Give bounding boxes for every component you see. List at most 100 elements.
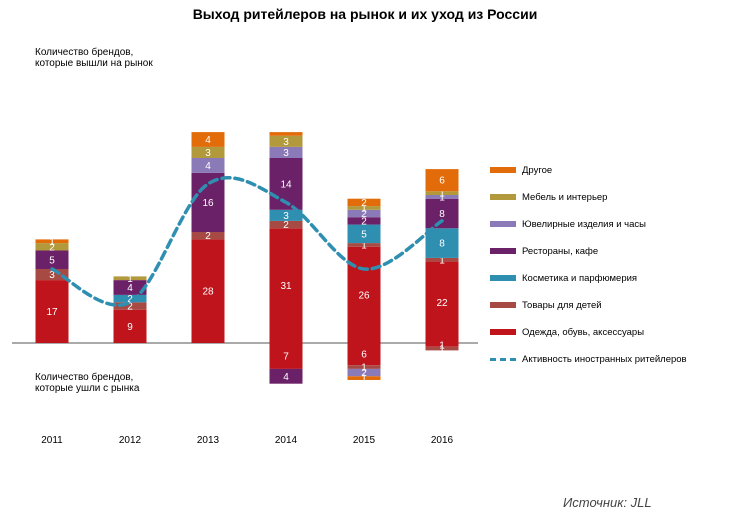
bar-2015-series-6 [347, 198, 381, 207]
neg-bar-label-6: 1 [439, 340, 445, 351]
neg-bar-label-2: 2 [361, 368, 367, 379]
bar-2012-series-1 [113, 302, 147, 310]
neg-bar-label-5: 6 [361, 350, 367, 361]
bar-2011-series-0 [35, 280, 69, 343]
legend-label-clothing: Одежда, обувь, аксессуары [522, 326, 645, 338]
bar-2015-series-5 [347, 206, 381, 210]
neg-bar-2014-series-3 [269, 368, 303, 384]
bar-2013-series-6 [191, 132, 225, 147]
x-tick-2014: 2014 [275, 435, 298, 446]
bar-label-2015-series-2: 5 [361, 229, 367, 240]
bar-label-2011-series-5: 2 [49, 242, 55, 253]
neg-bar-label-4: 1 [361, 374, 367, 385]
bar-2016-series-4 [425, 195, 459, 199]
legend-swatch-activity-line [490, 357, 516, 361]
bar-2015-series-4 [347, 209, 381, 218]
x-tick-2015: 2015 [353, 435, 376, 446]
legend-item-clothing: Одежда, обувь, аксессуары [490, 325, 644, 339]
neg-bar-2015-series-0 [347, 343, 381, 366]
bar-label-2014-series-3: 14 [280, 179, 292, 190]
bar-label-2013-series-6: 4 [205, 135, 211, 146]
bar-2014-series-5 [269, 135, 303, 147]
annotation-entered: Количество брендов, которые вышли на рын… [35, 47, 153, 69]
bar-label-2016-series-3: 8 [439, 209, 445, 220]
legend-label-restaurants: Рестораны, кафе [522, 245, 599, 257]
source-note: Источник: JLL [563, 495, 652, 510]
bar-2011-series-6 [35, 239, 69, 244]
bar-label-2016-series-2: 8 [439, 239, 445, 250]
bar-2016-series-1 [425, 257, 459, 262]
bar-label-2012-series-2: 2 [127, 294, 133, 305]
bar-2016-series-3 [425, 198, 459, 229]
legend-item-other: Другое [490, 163, 552, 177]
legend-swatch-cosmetics [490, 275, 516, 281]
neg-bar-2016-series-1 [425, 346, 459, 351]
bar-2012-series-3 [113, 280, 147, 295]
bar-label-2011-series-0: 17 [46, 307, 58, 318]
bar-label-2011-series-1: 3 [49, 270, 55, 281]
bar-2014-series-6 [269, 132, 303, 136]
x-tick-2011: 2011 [41, 435, 63, 446]
bar-label-2016-series-6: 6 [439, 176, 445, 187]
bar-label-2014-series-5: 3 [283, 137, 289, 148]
bar-label-2016-series-5: 1 [439, 189, 445, 200]
neg-bar-label-0: 4 [283, 372, 289, 383]
bar-label-2015-series-6: 2 [361, 198, 367, 209]
bar-label-2013-series-4: 4 [205, 161, 211, 172]
bar-2014-series-0 [269, 228, 303, 343]
bar-label-2013-series-0: 28 [202, 287, 214, 298]
chart-title: Выход ритейлеров на рынок и их уход из Р… [192, 6, 538, 22]
bar-2014-series-1 [269, 220, 303, 229]
legend-swatch-other [490, 167, 516, 173]
bar-2015-series-0 [347, 246, 381, 343]
legend-item-kids: Товары для детей [490, 298, 602, 312]
legend-swatch-clothing [490, 329, 516, 335]
bar-2012-series-0 [113, 309, 147, 343]
legend-item-restaurants: Рестораны, кафе [490, 244, 598, 258]
neg-bar-label-1: 7 [283, 351, 289, 362]
bar-label-2016-series-4: 1 [439, 192, 445, 203]
bar-label-2015-series-4: 2 [361, 209, 367, 220]
bar-label-2012-series-0: 9 [127, 322, 133, 333]
neg-bar-2016-series-0 [425, 343, 459, 347]
bar-2012-series-5 [113, 276, 147, 281]
bar-2016-series-5 [425, 191, 459, 195]
legend-item-furniture: Мебель и интерьер [490, 190, 607, 204]
legend-swatch-jewelry [490, 221, 516, 227]
bar-2013-series-5 [191, 146, 225, 158]
bar-label-2014-series-1: 2 [283, 220, 289, 231]
bar-label-2015-series-0: 26 [358, 290, 370, 301]
bar-label-2011-series-6: 1 [49, 237, 55, 248]
activity-line [50, 176, 444, 307]
neg-bar-2015-series-1 [347, 365, 381, 369]
legend-item-cosmetics: Косметика и парфюмерия [490, 271, 637, 285]
bar-label-2014-series-0: 31 [280, 281, 292, 292]
legend-swatch-restaurants [490, 248, 516, 254]
bar-2015-series-2 [347, 224, 381, 244]
bar-2014-series-4 [269, 146, 303, 158]
neg-bar-label-7: 1 [439, 344, 445, 355]
legend-label-furniture: Мебель и интерьер [522, 191, 608, 203]
neg-bar-label-3: 1 [361, 363, 367, 374]
bar-2011-series-5 [35, 243, 69, 251]
bar-2013-series-4 [191, 158, 225, 173]
x-tick-2013: 2013 [197, 435, 220, 446]
bar-2015-series-1 [347, 243, 381, 247]
bar-2016-series-6 [425, 169, 459, 192]
neg-bar-2015-series-4 [347, 368, 381, 377]
bar-label-2014-series-4: 3 [283, 148, 289, 159]
neg-bar-2014-series-0 [269, 343, 303, 369]
bar-2014-series-2 [269, 209, 303, 221]
x-tick-2012: 2012 [119, 435, 142, 446]
bar-label-2015-series-5: 1 [361, 203, 367, 214]
legend-item-jewelry: Ювелирные изделия и часы [490, 217, 646, 231]
bar-label-2013-series-3: 16 [202, 198, 214, 209]
legend-item-activity-line: Активность иностранных ритейлеров [490, 352, 687, 366]
bar-2012-series-2 [113, 294, 147, 303]
bar-2011-series-1 [35, 269, 69, 281]
bar-label-2016-series-0: 22 [436, 298, 448, 309]
bar-label-2015-series-1: 1 [361, 240, 367, 251]
annotation-left: Количество брендов, которые ушли с рынка [35, 372, 140, 394]
bar-label-2015-series-3: 2 [361, 216, 367, 227]
